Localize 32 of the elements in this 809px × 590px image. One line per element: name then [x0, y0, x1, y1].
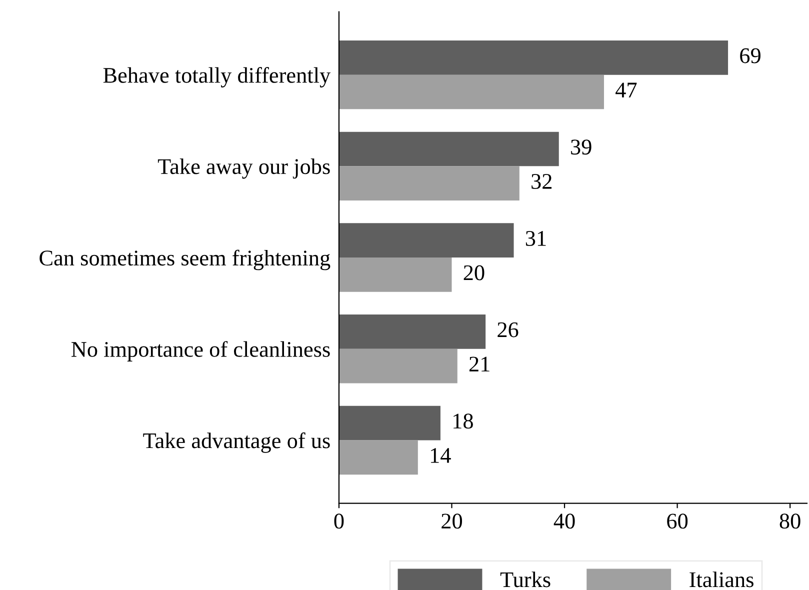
- data-label: 31: [526, 230, 546, 246]
- y-tick-label: Can sometimes seem frightening: [40, 250, 330, 270]
- bar: [338, 40, 728, 75]
- bar: [338, 406, 440, 440]
- y-tick-label: Behave totally differently: [103, 67, 331, 88]
- x-tick-label: 40: [554, 514, 575, 529]
- data-label: 47: [616, 82, 637, 98]
- data-label: 69: [740, 48, 760, 64]
- y-tick-label: Take advantage of us: [143, 432, 330, 453]
- bar: [338, 223, 514, 258]
- data-label: 20: [464, 265, 484, 280]
- bar: [338, 314, 486, 349]
- data-label: 14: [430, 448, 451, 463]
- bar: [338, 132, 559, 166]
- x-tick-label: 80: [780, 514, 800, 529]
- x-tick-label: 20: [442, 514, 462, 529]
- data-label: 21: [469, 356, 490, 372]
- x-tick-label: 0: [334, 514, 344, 529]
- bar: [338, 166, 520, 201]
- x-tick-label: 60: [667, 514, 688, 529]
- bar: [338, 74, 604, 110]
- bar: [338, 440, 418, 475]
- y-tick-label: No importance of cleanliness: [71, 341, 330, 362]
- data-label: 18: [454, 414, 473, 429]
- y-tick-label: Take away our jobs: [158, 158, 330, 179]
- legend-label: Italians: [690, 572, 754, 588]
- data-label: 26: [498, 322, 518, 338]
- bar: [338, 348, 458, 384]
- bar: [338, 258, 452, 292]
- data-label: 32: [532, 174, 552, 189]
- legend-label: Turks: [500, 572, 550, 588]
- data-label: 39: [571, 140, 592, 155]
